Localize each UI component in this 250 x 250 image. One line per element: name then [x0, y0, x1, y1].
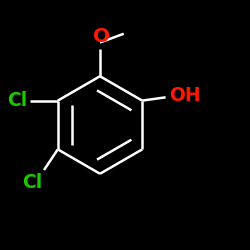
- Text: OH: OH: [169, 86, 201, 105]
- Text: Cl: Cl: [22, 173, 42, 192]
- Text: Cl: Cl: [8, 91, 28, 110]
- Text: O: O: [94, 27, 110, 46]
